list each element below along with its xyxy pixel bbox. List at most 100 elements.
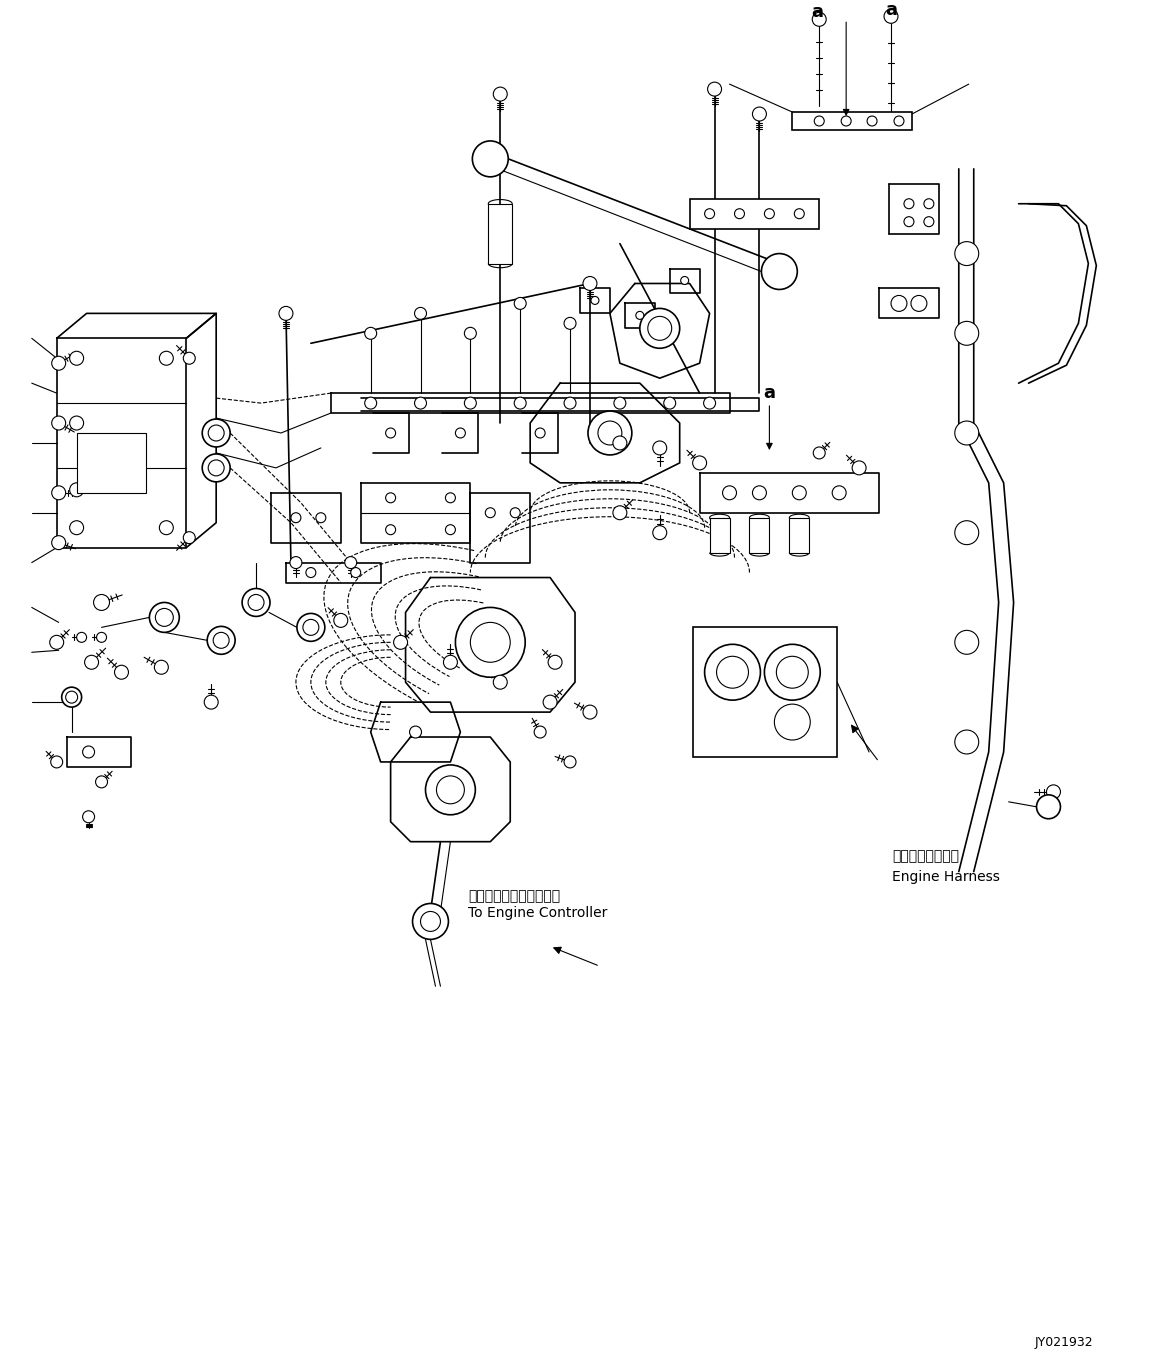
Text: エンジンハーネス: エンジンハーネス bbox=[892, 850, 959, 863]
Circle shape bbox=[664, 397, 676, 409]
Circle shape bbox=[51, 756, 63, 768]
Circle shape bbox=[456, 428, 465, 438]
Circle shape bbox=[955, 241, 979, 266]
Circle shape bbox=[591, 296, 599, 304]
Circle shape bbox=[904, 217, 914, 226]
Circle shape bbox=[514, 397, 526, 409]
Circle shape bbox=[290, 557, 302, 569]
Circle shape bbox=[472, 140, 508, 177]
Circle shape bbox=[297, 614, 324, 641]
Text: To Engine Controller: To Engine Controller bbox=[469, 907, 608, 921]
Circle shape bbox=[923, 217, 934, 226]
Text: Engine Harness: Engine Harness bbox=[892, 870, 1000, 884]
Circle shape bbox=[436, 776, 464, 803]
Circle shape bbox=[564, 756, 576, 768]
Circle shape bbox=[583, 705, 597, 719]
Circle shape bbox=[613, 506, 627, 520]
Circle shape bbox=[316, 513, 326, 522]
Circle shape bbox=[588, 411, 632, 456]
Circle shape bbox=[365, 327, 377, 340]
Circle shape bbox=[445, 492, 456, 503]
Circle shape bbox=[443, 655, 457, 670]
Circle shape bbox=[70, 483, 84, 496]
Bar bbox=[488, 203, 512, 263]
Bar bbox=[693, 627, 837, 757]
Circle shape bbox=[365, 397, 377, 409]
Circle shape bbox=[156, 608, 173, 626]
Circle shape bbox=[904, 199, 914, 209]
Circle shape bbox=[393, 636, 407, 649]
Circle shape bbox=[652, 525, 666, 540]
Circle shape bbox=[543, 696, 557, 709]
Circle shape bbox=[83, 746, 94, 758]
Circle shape bbox=[735, 209, 744, 218]
Bar bbox=[690, 199, 819, 229]
Circle shape bbox=[1036, 795, 1061, 818]
Circle shape bbox=[493, 87, 507, 101]
Circle shape bbox=[1047, 784, 1061, 799]
Circle shape bbox=[762, 254, 798, 289]
Circle shape bbox=[680, 277, 688, 285]
Circle shape bbox=[386, 492, 395, 503]
Circle shape bbox=[445, 525, 456, 535]
Circle shape bbox=[202, 454, 230, 481]
Circle shape bbox=[841, 116, 851, 125]
Circle shape bbox=[722, 486, 736, 499]
Circle shape bbox=[414, 307, 427, 319]
Circle shape bbox=[707, 82, 721, 95]
Circle shape bbox=[426, 765, 476, 814]
Circle shape bbox=[77, 633, 86, 642]
Circle shape bbox=[114, 666, 128, 679]
Circle shape bbox=[583, 277, 597, 291]
Circle shape bbox=[955, 322, 979, 345]
Circle shape bbox=[485, 507, 495, 518]
Circle shape bbox=[51, 536, 65, 550]
Circle shape bbox=[184, 532, 195, 544]
Text: エンジンコントローラヘ: エンジンコントローラヘ bbox=[469, 889, 561, 903]
Circle shape bbox=[775, 704, 811, 741]
Circle shape bbox=[184, 352, 195, 364]
Circle shape bbox=[208, 426, 224, 441]
Circle shape bbox=[814, 116, 825, 125]
Circle shape bbox=[493, 675, 507, 689]
Circle shape bbox=[70, 352, 84, 366]
Circle shape bbox=[159, 521, 173, 535]
Circle shape bbox=[764, 644, 820, 700]
Circle shape bbox=[51, 486, 65, 499]
Circle shape bbox=[614, 397, 626, 409]
Circle shape bbox=[279, 307, 293, 321]
Circle shape bbox=[50, 636, 64, 649]
Circle shape bbox=[205, 696, 219, 709]
Circle shape bbox=[95, 776, 107, 788]
Circle shape bbox=[705, 644, 761, 700]
Text: JY021932: JY021932 bbox=[1035, 1335, 1093, 1349]
Circle shape bbox=[85, 655, 99, 670]
Circle shape bbox=[514, 297, 526, 310]
Text: a: a bbox=[763, 385, 776, 402]
Circle shape bbox=[852, 461, 866, 475]
Circle shape bbox=[414, 397, 427, 409]
Circle shape bbox=[955, 630, 979, 655]
Circle shape bbox=[752, 486, 766, 499]
Circle shape bbox=[386, 428, 395, 438]
Bar bbox=[77, 432, 147, 492]
Bar bbox=[792, 112, 912, 130]
Circle shape bbox=[794, 209, 805, 218]
Circle shape bbox=[213, 633, 229, 648]
Circle shape bbox=[955, 421, 979, 445]
Circle shape bbox=[464, 327, 477, 340]
Circle shape bbox=[202, 419, 230, 447]
Circle shape bbox=[955, 521, 979, 544]
Text: a: a bbox=[885, 1, 897, 19]
Circle shape bbox=[97, 633, 107, 642]
Circle shape bbox=[955, 730, 979, 754]
Circle shape bbox=[413, 903, 449, 940]
Circle shape bbox=[613, 436, 627, 450]
Circle shape bbox=[535, 428, 545, 438]
Bar bbox=[709, 518, 729, 552]
Circle shape bbox=[302, 619, 319, 636]
Circle shape bbox=[894, 116, 904, 125]
Circle shape bbox=[83, 810, 94, 822]
Circle shape bbox=[564, 318, 576, 329]
Circle shape bbox=[386, 525, 395, 535]
